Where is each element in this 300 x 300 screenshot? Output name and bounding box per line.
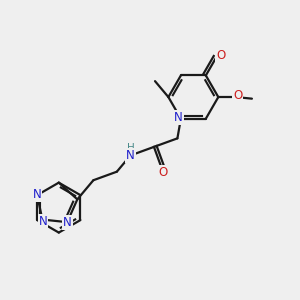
Text: N: N: [174, 111, 183, 124]
Text: N: N: [39, 214, 47, 228]
Text: O: O: [216, 49, 226, 62]
Text: N: N: [126, 149, 135, 162]
Text: H: H: [127, 143, 134, 153]
Text: O: O: [233, 89, 242, 102]
Text: N: N: [63, 216, 72, 229]
Text: N: N: [33, 188, 41, 201]
Text: O: O: [158, 166, 168, 178]
